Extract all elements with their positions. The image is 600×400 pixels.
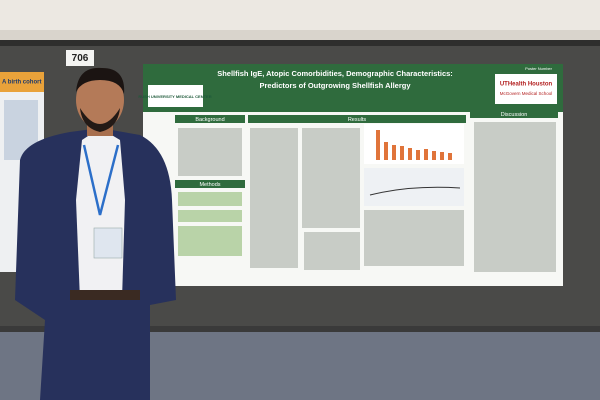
- shape: [93, 227, 123, 259]
- shape: [82, 144, 120, 216]
- shape: [384, 142, 388, 160]
- section-bar: [470, 110, 558, 118]
- section-header: Background: [195, 117, 224, 123]
- shape: [448, 153, 452, 160]
- shape: [178, 128, 242, 176]
- section-bar: [248, 115, 466, 123]
- shape: [440, 152, 444, 160]
- left-logo: RUSH UNIVERSITY MEDICAL CENTER: [138, 94, 211, 99]
- right-logo-box: [495, 74, 557, 104]
- poster-number: Poster Number: [525, 66, 553, 71]
- board-frame: [0, 40, 600, 46]
- shape: [76, 71, 124, 129]
- section-header: Discussion: [501, 112, 528, 118]
- shape: [304, 232, 360, 270]
- shape: [408, 148, 412, 160]
- right-logo-sub: McGovern Medical School: [500, 91, 553, 96]
- board-number-card: [66, 50, 94, 66]
- figure-curve: [369, 186, 461, 196]
- section-header: Results: [348, 117, 367, 123]
- ceiling-light: [0, 0, 600, 30]
- poster-figure: [364, 124, 464, 164]
- right-logo: UTHealth Houston: [500, 82, 553, 88]
- board-number: 706: [72, 53, 89, 64]
- shape: [178, 192, 242, 206]
- left-logo-box: [148, 85, 203, 107]
- person: [15, 67, 176, 400]
- shape: [364, 210, 464, 266]
- shape: [302, 128, 360, 228]
- section-header: Methods: [199, 182, 220, 188]
- shape: [416, 150, 420, 160]
- shape: [400, 146, 404, 160]
- shape: [250, 128, 298, 268]
- shape: [70, 290, 140, 300]
- side-poster-title: A birth cohort: [2, 80, 41, 86]
- figure-bars: [376, 130, 452, 160]
- shape: [376, 130, 380, 160]
- shape: [178, 210, 242, 222]
- section-bar: [175, 180, 245, 188]
- section-bar: [175, 115, 245, 123]
- shape: [474, 122, 556, 272]
- board-base: [0, 326, 600, 332]
- shape: [76, 67, 125, 94]
- side-poster-header: [0, 72, 44, 92]
- text-lines: [178, 122, 556, 272]
- poster-title: Shellfish IgE, Atopic Comorbidities, Dem…: [217, 69, 453, 78]
- shape: [178, 226, 242, 256]
- shape: [432, 151, 436, 160]
- poster-header: [143, 64, 563, 112]
- poster-title: Predictors of Outgrowing Shellfish Aller…: [260, 81, 412, 90]
- shape: [424, 149, 428, 160]
- shape: [80, 108, 120, 132]
- shape: [392, 145, 396, 160]
